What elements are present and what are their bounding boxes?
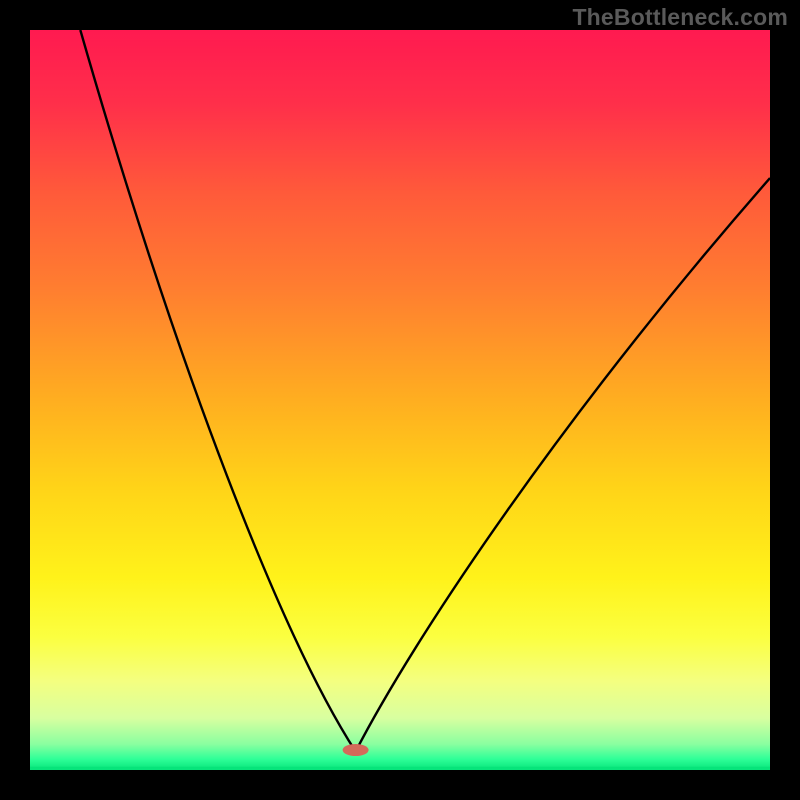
bottleneck-curve-chart <box>0 0 800 800</box>
watermark-label: TheBottleneck.com <box>572 4 788 31</box>
plot-gradient-background <box>30 30 770 770</box>
chart-stage: TheBottleneck.com <box>0 0 800 800</box>
optimal-point-marker <box>343 744 369 756</box>
